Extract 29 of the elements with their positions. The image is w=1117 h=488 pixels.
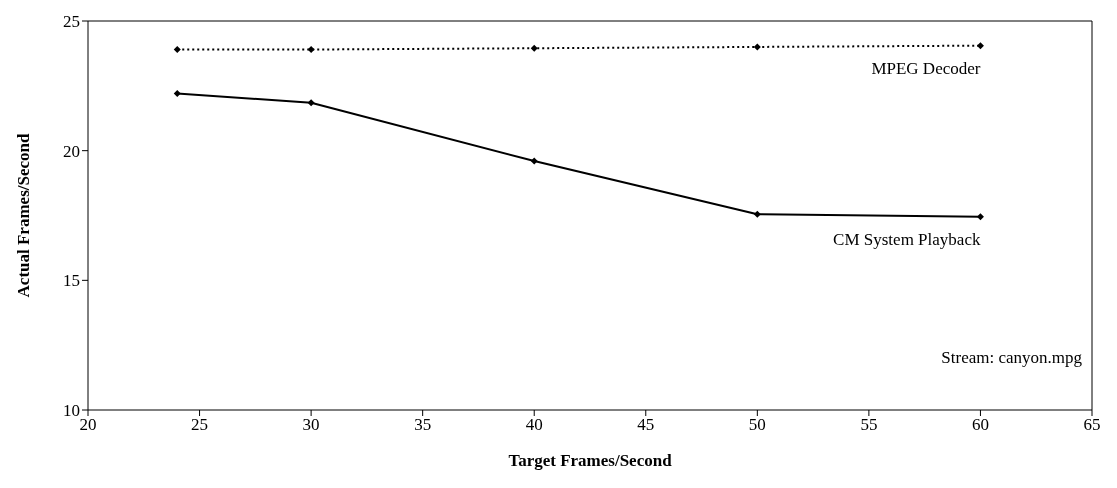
y-tick-label: 15 (63, 271, 80, 291)
y-tick-label: 25 (63, 12, 80, 32)
point (530, 44, 538, 52)
x-tick-label: 45 (637, 415, 655, 435)
x-tick-label: 60 (971, 415, 989, 435)
series-label: MPEG Decoder (871, 58, 981, 78)
y-tick-label: 10 (63, 401, 80, 421)
point (976, 42, 984, 50)
annotation: Stream: canyon.mpg (941, 348, 1082, 368)
x-tick-label: 55 (860, 415, 878, 435)
point (173, 46, 181, 54)
point (307, 99, 315, 107)
x-tick-label: 25 (191, 415, 209, 435)
point (173, 90, 181, 98)
point (753, 210, 761, 218)
point (753, 43, 761, 51)
x-tick-label: 50 (748, 415, 766, 435)
x-axis-title: Target Frames/Second (508, 451, 673, 470)
y-tick-label: 20 (63, 141, 80, 161)
x-tick-label: 40 (525, 415, 543, 435)
x-tick-label: 35 (414, 415, 432, 435)
point (976, 213, 984, 221)
series-label: CM System Playback (833, 229, 981, 249)
x-tick-label: 65 (1083, 415, 1101, 435)
x-tick-label: 20 (79, 415, 97, 435)
point (307, 46, 315, 54)
y-axis-title: Actual Frames/Second (14, 133, 34, 298)
x-tick-label: 30 (302, 415, 320, 435)
point (530, 157, 538, 165)
